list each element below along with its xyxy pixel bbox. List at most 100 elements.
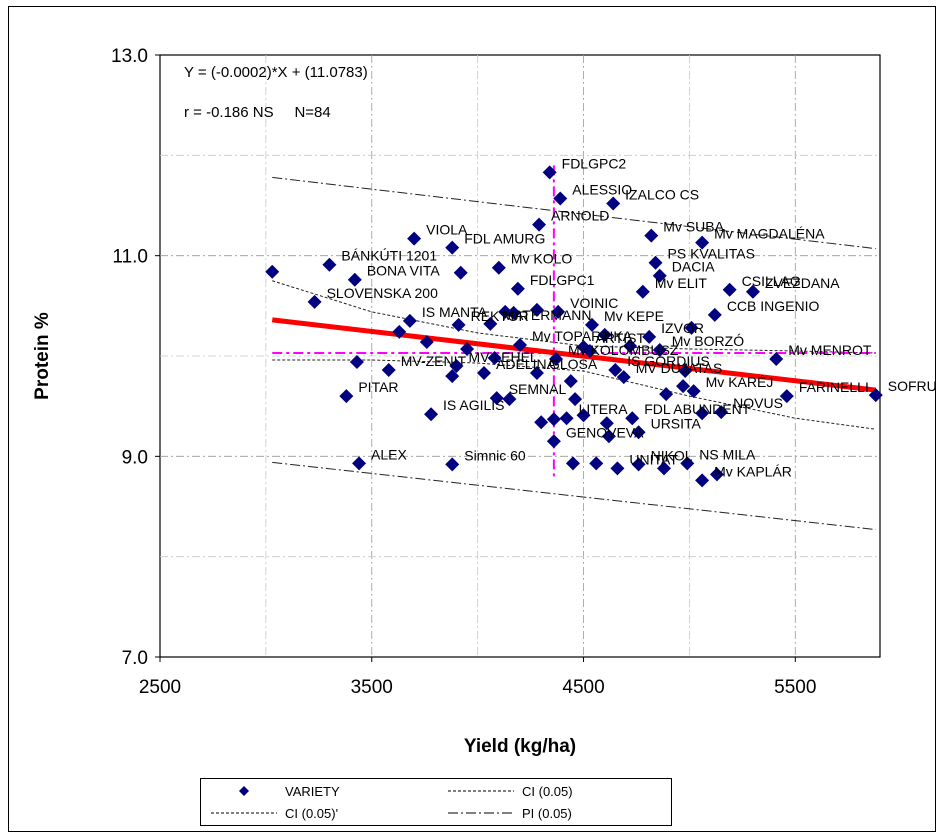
variety-point [597, 327, 612, 342]
variety-label: IS GORDIUS [627, 353, 709, 369]
variety-label: Mv TOPARTIKA [532, 328, 633, 344]
equation-annotation: Y = (-0.0002)*X + (11.0783) [184, 64, 368, 81]
variety-label: Mv MAGDALÉNA [714, 226, 825, 242]
variety-point [549, 352, 563, 367]
variety-label: NS MILA [699, 446, 756, 462]
variety-point [676, 379, 691, 394]
variety-label: LITERA [579, 401, 629, 417]
variety-label: FARINELLI [799, 379, 869, 395]
variety-label: VOINIC [570, 295, 618, 311]
variety-point [601, 429, 616, 444]
variety-point [513, 337, 527, 352]
variety-point [652, 268, 667, 283]
variety-label: ARNOLD [551, 208, 609, 224]
variety-label: NIKOL [651, 447, 693, 463]
variety-label: IS AGILIS [443, 397, 504, 413]
variety-label: Mv KOLO [511, 251, 573, 267]
ci-upper-line [272, 280, 876, 354]
variety-point [449, 359, 464, 374]
variety-point [451, 317, 466, 332]
variety-point [529, 302, 544, 317]
variety-point [307, 294, 322, 309]
variety-label: URSITA [651, 415, 702, 431]
variety-label: Mv SUBA [663, 219, 724, 235]
variety-point [498, 304, 513, 319]
x-axis-title: Yield (kg/ha) [464, 736, 576, 757]
variety-point [695, 406, 710, 421]
variety-point [487, 351, 502, 366]
legend: VARIETY CI (0.05) CI (0.05)' PI (0.05) [200, 778, 672, 826]
x-tick-label: 3500 [351, 677, 393, 698]
variety-point [445, 457, 460, 472]
variety-label: PS KVALITAS [668, 246, 755, 262]
variety-point [542, 165, 557, 180]
variety-label: PITAR [358, 379, 398, 395]
variety-point [349, 355, 364, 370]
variety-point [551, 304, 566, 319]
pi-lower-line [272, 461, 876, 531]
variety-label: SEMNAL [509, 381, 567, 397]
y-tick-label: 11.0 [112, 247, 148, 268]
variety-label: Mv KOLOMBUSZ [568, 342, 679, 358]
variety-point [625, 411, 640, 426]
variety-point [868, 388, 883, 403]
variety-point [352, 456, 367, 471]
variety-point [631, 425, 646, 440]
variety-label: Mv KEPE [604, 308, 664, 324]
variety-point [424, 407, 439, 422]
variety-point [402, 313, 417, 328]
variety-point [453, 265, 468, 280]
variety-label: MV DUJATAS [636, 360, 723, 376]
variety-point [582, 343, 597, 358]
variety-label: FDL AMURG [464, 231, 545, 247]
variety-point [648, 255, 663, 270]
variety-point [477, 366, 491, 381]
variety-label: MATERMANN [502, 307, 591, 323]
variety-label: IZALCO CS [625, 186, 699, 202]
stats-annotation: r = -0.186 NS N=84 [184, 104, 331, 121]
variety-point [347, 272, 362, 287]
legend-label: CI (0.05) [522, 783, 573, 799]
dash-dot-line-icon [448, 812, 514, 814]
variety-point [491, 260, 506, 275]
variety-point [546, 412, 561, 427]
variety-point [678, 364, 693, 379]
variety-label: UNITAT [629, 451, 678, 467]
dashed-line-icon [211, 812, 277, 814]
variety-point [576, 408, 591, 423]
variety-label: ALESSIO [572, 181, 632, 197]
variety-point [568, 392, 583, 407]
legend-label: VARIETY [285, 783, 340, 799]
variety-label: Mv MENROT [788, 342, 872, 358]
y-tick-label: 13.0 [111, 46, 148, 67]
x-tick-label: 4500 [562, 677, 604, 698]
variety-label: FDLGPC2 [562, 155, 627, 171]
variety-label: SLOVENSKA 200 [327, 285, 439, 301]
variety-point [680, 456, 695, 471]
variety-point [635, 284, 650, 299]
variety-point [563, 374, 578, 389]
variety-point [445, 369, 460, 384]
variety-label: CCB INGENIO [727, 298, 820, 314]
legend-label: PI (0.05) [522, 805, 572, 821]
variety-point [265, 264, 280, 279]
x-tick-label: 2500 [139, 677, 181, 698]
variety-point [559, 411, 574, 426]
variety-point [695, 473, 710, 488]
variety-point [657, 461, 671, 476]
variety-point [642, 329, 657, 344]
variety-point [709, 467, 724, 482]
variety-point [616, 370, 631, 385]
variety-point [610, 461, 625, 476]
variety-label: REKTOR [471, 308, 529, 324]
legend-item-variety: VARIETY [209, 781, 340, 801]
variety-point [769, 352, 784, 367]
variety-point [599, 416, 614, 431]
x-tick-label: 5500 [774, 677, 816, 698]
variety-label: Mv KARÉJ [706, 374, 774, 390]
variety-point [659, 387, 674, 402]
variety-label: CSILLAG [742, 273, 801, 289]
y-tick-label: 9.0 [122, 447, 148, 468]
regression-line [271, 317, 877, 393]
